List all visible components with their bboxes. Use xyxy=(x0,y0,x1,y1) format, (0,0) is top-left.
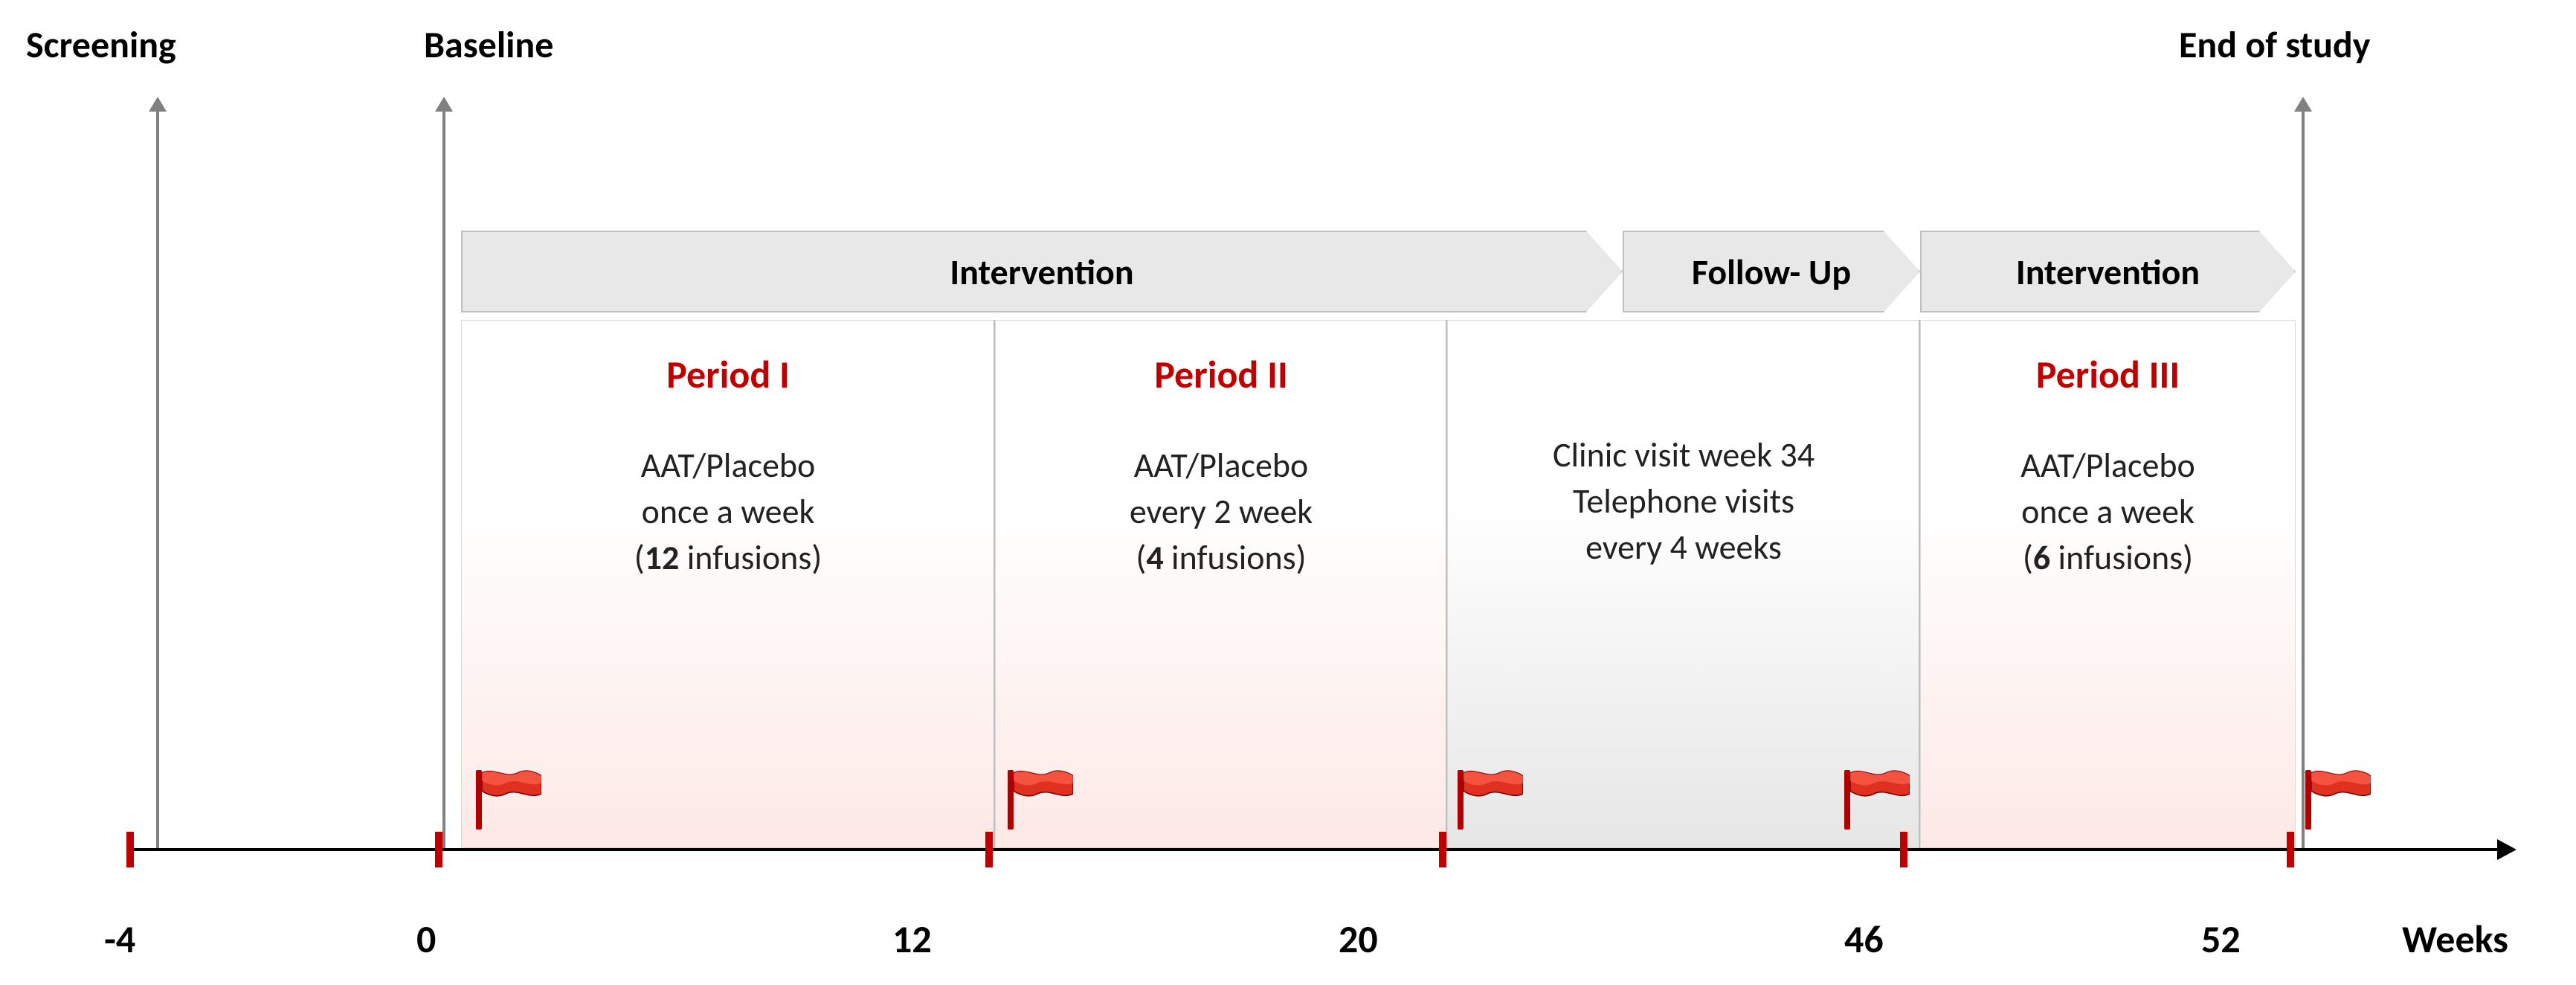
period-divider xyxy=(1446,320,1447,848)
week-label: 0 xyxy=(416,915,436,963)
period-title: Period II xyxy=(1154,350,1288,398)
period-box-period-1: Period I AAT/Placeboonce a week(12 infusi… xyxy=(461,320,995,848)
phase-arrow-label: Follow- Up xyxy=(1692,250,1851,294)
period-desc: Clinic visit week 34Telephone visitsever… xyxy=(1553,432,1815,571)
axis-title: Weeks xyxy=(2402,915,2508,963)
axis-tick xyxy=(1900,832,1907,867)
period-desc: AAT/Placeboevery 2 week(4 infusions) xyxy=(1130,443,1313,581)
week-label: 52 xyxy=(2201,915,2241,963)
flag-icon xyxy=(1008,770,1075,830)
axis-tick xyxy=(985,832,993,867)
week-label: 20 xyxy=(1339,915,1378,963)
phase-arrow-label: Intervention xyxy=(2016,250,2200,294)
flag-icon xyxy=(476,770,543,830)
week-label: 46 xyxy=(1844,915,1884,963)
milestone-label-end: End of study xyxy=(2179,22,2370,68)
period-box-period-3: Period III AAT/Placeboonce a week(6 infus… xyxy=(1920,320,2296,848)
axis-tick xyxy=(1439,832,1446,867)
milestone-label-baseline: Baseline xyxy=(424,22,553,68)
period-divider xyxy=(1919,320,1920,848)
period-desc: AAT/Placeboonce a week(6 infusions) xyxy=(2020,443,2195,581)
phase-arrow-followup: Follow- Up xyxy=(1623,231,1920,312)
milestone-label-screening: Screening xyxy=(26,22,176,68)
flag-icon xyxy=(1844,770,1911,830)
period-divider xyxy=(994,320,995,848)
week-label: 12 xyxy=(892,915,932,963)
period-desc: AAT/Placeboonce a week(12 infusions) xyxy=(634,443,822,581)
phase-arrow-intervention-2: Intervention xyxy=(1920,231,2296,312)
study-timeline-diagram: Screening Baseline End of study Interventio… xyxy=(0,0,2576,985)
axis-tick xyxy=(126,832,134,867)
week-label: -4 xyxy=(104,915,135,963)
period-box-period-2: Period II AAT/Placeboevery 2 week(4 infus… xyxy=(995,320,1447,848)
phase-arrow-label: Intervention xyxy=(950,250,1133,294)
axis-tick xyxy=(2287,832,2294,867)
period-box-followup-box: Clinic visit week 34Telephone visitsever… xyxy=(1447,320,1920,848)
flag-icon xyxy=(1458,770,1524,830)
period-title: Period III xyxy=(2036,350,2180,398)
phase-arrow-intervention-1: Intervention xyxy=(461,231,1623,312)
period-title: Period I xyxy=(666,350,790,398)
flag-icon xyxy=(2305,770,2372,830)
axis-tick xyxy=(435,832,442,867)
weeks-axis xyxy=(126,848,2499,851)
